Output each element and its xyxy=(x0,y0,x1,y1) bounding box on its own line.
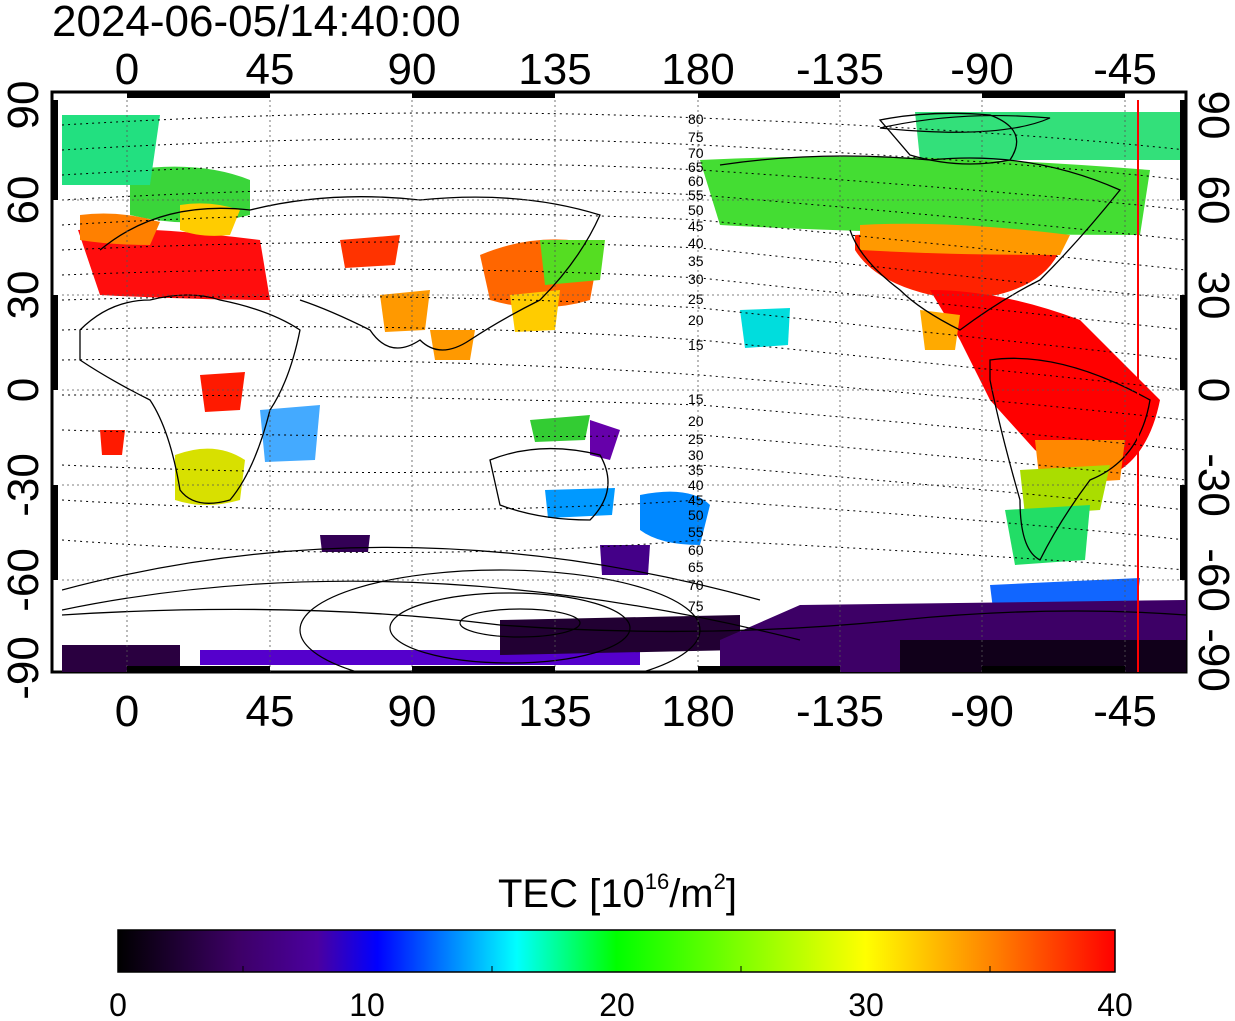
contour-label: 70 xyxy=(688,145,704,161)
contour-lines xyxy=(62,112,1186,571)
contour-label: 80 xyxy=(688,111,704,127)
lon-tick-label: 180 xyxy=(661,45,734,94)
lat-tick-label: 0 xyxy=(0,378,48,402)
contour-label: 35 xyxy=(688,462,704,478)
contour-label: 30 xyxy=(688,447,704,463)
lon-tick-label: 45 xyxy=(246,45,295,94)
lat-axis-right: 90 60 30 0 -30 -60 -90 xyxy=(1189,91,1235,692)
tec-data-layer xyxy=(62,112,1186,672)
lon-tick-label: 180 xyxy=(661,687,734,736)
contour-label: 20 xyxy=(688,413,704,429)
lon-tick-label: 135 xyxy=(518,45,591,94)
lon-axis-bottom: 0 45 90 135 180 -135 -90 -45 xyxy=(115,687,1157,736)
lon-tick-label: -135 xyxy=(796,45,884,94)
lat-tick-label: -60 xyxy=(0,548,48,612)
contour-label: 65 xyxy=(688,559,704,575)
frame-ticks xyxy=(52,92,1186,672)
lon-tick-label: -45 xyxy=(1093,45,1157,94)
south-pole-contours xyxy=(62,114,1051,672)
contour-label: 20 xyxy=(688,312,704,328)
lat-tick-label: -30 xyxy=(0,453,48,517)
lat-tick-label: -60 xyxy=(1189,548,1235,612)
contour-label: 35 xyxy=(688,253,704,269)
lon-tick-label: 0 xyxy=(115,687,139,736)
colorbar-tick-label: 10 xyxy=(349,987,385,1021)
contour-labels-north: 80 75 70 65 60 55 50 45 40 35 30 25 20 1… xyxy=(688,111,704,353)
colorbar-tick-label: 30 xyxy=(848,987,884,1021)
contour-label: 15 xyxy=(688,337,704,353)
colorbar-title-text: TEC [10 xyxy=(497,872,645,916)
lon-axis-top: 0 45 90 135 180 -135 -90 -45 xyxy=(115,45,1157,94)
lat-tick-label: 0 xyxy=(1189,378,1235,402)
lon-tick-label: 45 xyxy=(246,687,295,736)
colorbar-title: TEC [1016/m2] xyxy=(0,868,1235,920)
colorbar-title-end: ] xyxy=(725,872,737,916)
timestamp: 2024-06-05/14:40:00 xyxy=(52,0,461,46)
contour-label: 55 xyxy=(688,187,704,203)
colorbar-title-exponent: 16 xyxy=(644,869,670,894)
colorbar xyxy=(117,929,1116,973)
lon-tick-label: 0 xyxy=(115,45,139,94)
contour-label: 60 xyxy=(688,542,704,558)
contour-labels-south: 15 20 25 30 35 40 45 50 55 60 65 70 75 xyxy=(688,391,704,614)
contour-label: 75 xyxy=(688,598,704,614)
contour-label: 40 xyxy=(688,477,704,493)
lat-tick-label: -90 xyxy=(1189,628,1235,692)
contour-label: 30 xyxy=(688,271,704,287)
contour-label: 15 xyxy=(688,391,704,407)
contour-label: 50 xyxy=(688,202,704,218)
colorbar-title-unit: /m xyxy=(669,872,714,916)
lon-tick-label: -45 xyxy=(1093,687,1157,736)
colorbar-title-exponent-2: 2 xyxy=(713,869,726,894)
colorbar-tick-label: 40 xyxy=(1097,987,1133,1021)
colorbar-tick-label: 20 xyxy=(599,987,635,1021)
lon-tick-label: 90 xyxy=(388,687,437,736)
lat-axis-left: 90 60 30 0 -30 -60 -90 xyxy=(0,81,48,700)
graticule xyxy=(62,100,1186,672)
lon-tick-label: -90 xyxy=(950,687,1014,736)
contour-label: 45 xyxy=(688,218,704,234)
contour-label: 25 xyxy=(688,291,704,307)
lon-tick-label: -90 xyxy=(950,45,1014,94)
contour-label: 75 xyxy=(688,129,704,145)
lat-tick-label: 90 xyxy=(1189,91,1235,140)
lat-tick-label: -30 xyxy=(1189,453,1235,517)
lon-tick-label: -135 xyxy=(796,687,884,736)
contour-label: 45 xyxy=(688,492,704,508)
lat-tick-label: 60 xyxy=(0,176,48,225)
lat-tick-label: 60 xyxy=(1189,176,1235,225)
lat-tick-label: 30 xyxy=(1189,271,1235,320)
colorbar-tick-label: 0 xyxy=(109,987,127,1021)
lon-tick-label: 135 xyxy=(518,687,591,736)
contour-label: 40 xyxy=(688,235,704,251)
lat-tick-label: 90 xyxy=(0,81,48,130)
contour-label: 55 xyxy=(688,524,704,540)
contour-label: 65 xyxy=(688,159,704,175)
contour-label: 70 xyxy=(688,577,704,593)
lat-tick-label: -90 xyxy=(0,636,48,700)
lon-tick-label: 90 xyxy=(388,45,437,94)
colorbar-ticks: 0 10 20 30 40 xyxy=(109,987,1133,1021)
lat-tick-label: 30 xyxy=(0,271,48,320)
contour-label: 60 xyxy=(688,173,704,189)
contour-label: 25 xyxy=(688,431,704,447)
colorbar-minor-ticks xyxy=(242,966,991,972)
contour-label: 50 xyxy=(688,507,704,523)
